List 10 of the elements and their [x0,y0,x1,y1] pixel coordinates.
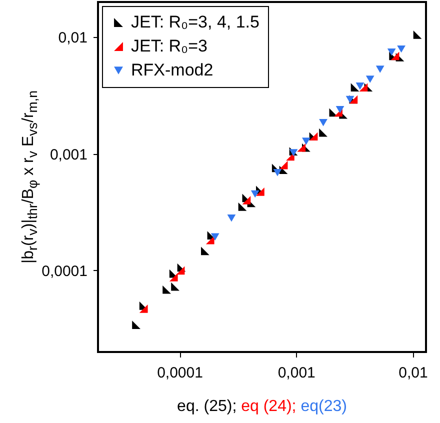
legend-label: JET: R₀=3, 4, 1.5 [131,12,260,32]
x-tick-label: 0,01 [398,364,428,382]
y-tick-label: 0,001 [50,146,88,164]
y-tick-label: 0,01 [58,30,88,47]
x-axis-title: eq. (25); eq (24); eq(23) [177,398,347,415]
x-tick-label: 0,001 [278,364,316,382]
x-tick-label: 0,0001 [157,364,203,382]
legend-label: RFX-mod2 [131,60,214,80]
legend-label: JET: R₀=3 [131,36,208,56]
y-tick-label: 0,0001 [42,262,88,280]
